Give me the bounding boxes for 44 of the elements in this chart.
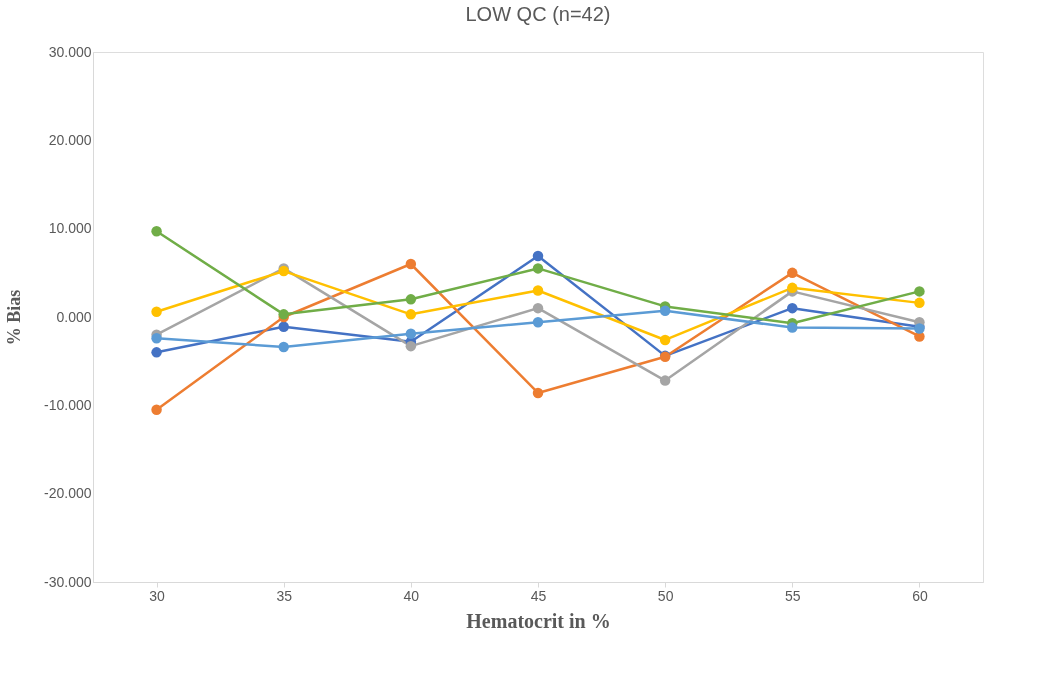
y-axis-title: % Bias [4, 289, 25, 346]
x-tick-label: 35 [276, 587, 293, 604]
x-tick-label: 55 [785, 587, 801, 604]
y-tick-label: -10.000 [44, 396, 92, 413]
y-tick-label: 10.000 [48, 220, 92, 237]
x-axis-title: Hematocrit in % [466, 609, 611, 632]
point [405, 340, 417, 352]
point [151, 404, 162, 415]
point [659, 375, 671, 386]
y-tick-label: -30.000 [44, 573, 92, 590]
point [787, 282, 798, 294]
point [405, 309, 417, 320]
point [532, 263, 544, 274]
point [532, 285, 544, 296]
x-tick-label: 45 [530, 587, 547, 604]
point [532, 302, 544, 314]
y-tick-label: 30.000 [48, 43, 92, 60]
y-tick-label: 0.000 [56, 308, 92, 325]
point [278, 321, 289, 332]
x-tick-label: 50 [657, 587, 674, 604]
point [405, 294, 417, 305]
y-tick-label: -20.000 [44, 485, 92, 502]
point [659, 334, 671, 346]
point [659, 305, 671, 317]
chart-title: LOW QC (n=42) [465, 3, 611, 25]
point [151, 347, 162, 358]
point [532, 387, 544, 399]
point [151, 306, 162, 317]
point [787, 302, 798, 314]
x-tick-label: 30 [149, 587, 166, 604]
point [914, 297, 925, 309]
point [787, 267, 798, 279]
point [914, 286, 925, 297]
point [405, 258, 417, 270]
point [532, 317, 544, 328]
y-tick-label: 20.000 [48, 131, 92, 148]
x-tick-label: 60 [912, 587, 928, 604]
point [151, 226, 162, 237]
point [532, 250, 544, 262]
point [151, 332, 162, 344]
point [787, 322, 798, 333]
point [405, 328, 417, 340]
x-tick-label: 40 [403, 587, 420, 604]
point [278, 341, 289, 353]
